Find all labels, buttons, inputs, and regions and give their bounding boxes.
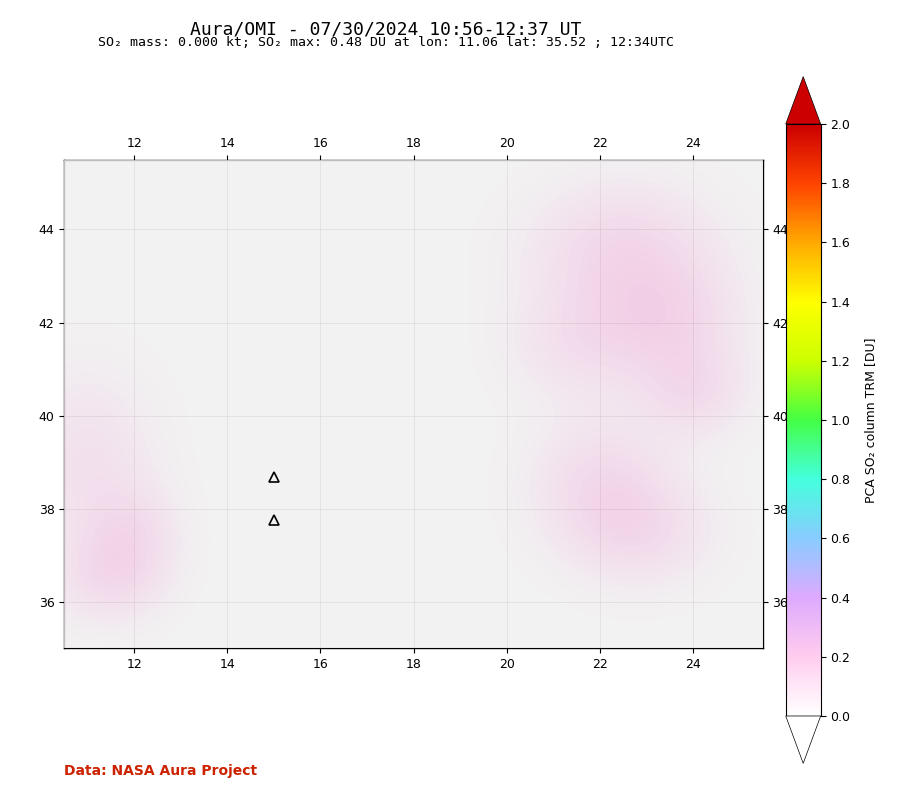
Y-axis label: PCA SO₂ column TRM [DU]: PCA SO₂ column TRM [DU]: [864, 338, 878, 502]
Polygon shape: [786, 77, 821, 124]
Text: Data: NASA Aura Project: Data: NASA Aura Project: [64, 764, 257, 778]
Text: Aura/OMI - 07/30/2024 10:56-12:37 UT: Aura/OMI - 07/30/2024 10:56-12:37 UT: [190, 20, 582, 38]
Polygon shape: [786, 716, 821, 763]
Text: SO₂ mass: 0.000 kt; SO₂ max: 0.48 DU at lon: 11.06 lat: 35.52 ; 12:34UTC: SO₂ mass: 0.000 kt; SO₂ max: 0.48 DU at …: [98, 36, 674, 49]
